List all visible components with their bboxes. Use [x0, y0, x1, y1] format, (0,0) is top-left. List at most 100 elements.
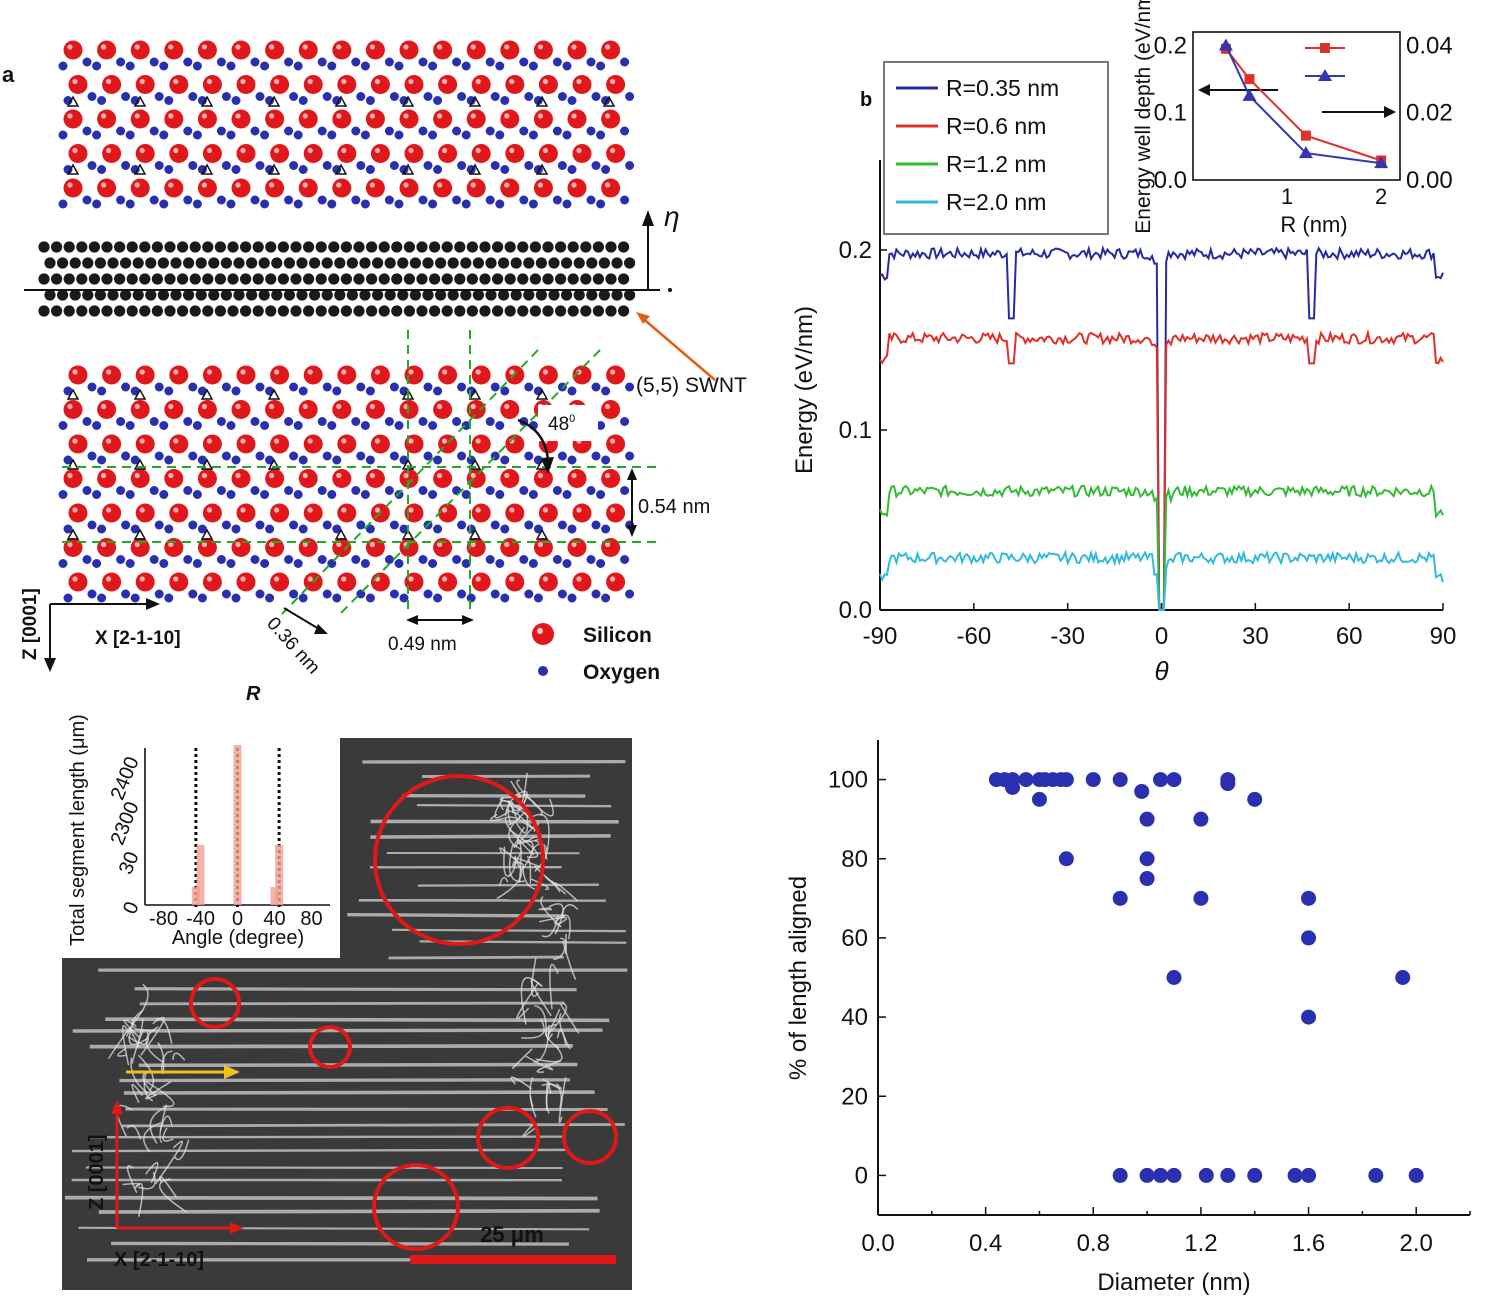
- b-legend-label: R=0.35 nm: [946, 75, 1059, 101]
- b-y-tick-label: 0.0: [839, 597, 872, 624]
- site-marker: [267, 163, 281, 175]
- catalyst-tangle: [512, 1048, 533, 1069]
- silicon-highlight: [106, 147, 112, 154]
- oxygen-atom: [255, 451, 265, 461]
- scatter-point: [1153, 1167, 1169, 1183]
- silicon-highlight: [168, 403, 174, 410]
- silicon-atom: [332, 109, 352, 129]
- silicon-highlight: [106, 438, 112, 444]
- silicon-highlight: [437, 113, 443, 119]
- silicon-atom: [303, 365, 323, 385]
- nanotube-segment: [88, 1135, 566, 1139]
- carbon-atom: [332, 256, 347, 270]
- catalyst-tangle: [538, 907, 553, 911]
- silicon-atom: [433, 109, 453, 129]
- catalyst-tangle: [562, 940, 577, 980]
- silicon-atom: [298, 400, 318, 419]
- oxygen-atom: [63, 593, 73, 603]
- carbon-atom: [566, 272, 580, 286]
- d-y-tick-label: 0: [855, 1162, 868, 1189]
- silicon-atom: [270, 75, 290, 94]
- carbon-atom: [100, 272, 114, 286]
- silicon-atom: [399, 109, 419, 129]
- carbon-atom: [201, 272, 215, 286]
- carbon-atom: [244, 256, 259, 270]
- oxygen-atom: [601, 455, 611, 465]
- silicon-highlight: [206, 147, 212, 154]
- oxygen-atom: [183, 195, 193, 205]
- oxygen-atom: [125, 421, 135, 430]
- silicon-atom: [169, 144, 189, 163]
- oxygen-atom: [87, 382, 97, 392]
- silicon-atom: [265, 109, 285, 129]
- oxygen-atom: [586, 195, 596, 205]
- carbon-atom: [163, 272, 177, 286]
- oxygen-atom: [284, 555, 294, 564]
- oxygen-atom: [586, 126, 596, 136]
- silicon-highlight: [571, 472, 577, 479]
- silicon-atom: [606, 75, 626, 94]
- silicon-atom: [332, 178, 352, 198]
- oxygen-atom: [293, 559, 303, 568]
- silicon-highlight: [403, 472, 409, 479]
- carbon-atom: [352, 240, 366, 254]
- silicon-highlight: [475, 78, 481, 85]
- b-legend-label: R=0.6 nm: [946, 113, 1046, 139]
- site-marker: [66, 528, 80, 540]
- carbon-atom: [276, 240, 291, 254]
- catalyst-tangle: [522, 865, 536, 890]
- carbon-atom: [93, 256, 108, 270]
- silicon-highlight: [240, 147, 246, 154]
- carbon-atom: [263, 304, 278, 318]
- oxygen-atom: [428, 130, 438, 140]
- scatter-point: [1153, 772, 1169, 788]
- oxygen-atom: [485, 417, 495, 426]
- silicon-highlight: [206, 369, 212, 375]
- carbon-atom: [452, 240, 467, 254]
- oxygen-atom: [265, 165, 275, 174]
- silicon-atom: [567, 178, 587, 198]
- silicon-atom: [303, 144, 323, 163]
- site-marker: [133, 95, 147, 107]
- silicon-highlight: [576, 147, 582, 154]
- silicon-atom: [466, 178, 486, 198]
- highlight-circle: [308, 1025, 352, 1069]
- c-x-axis-head: [230, 1222, 244, 1234]
- oxygen-atom: [125, 199, 135, 209]
- catalyst-tangle: [149, 1106, 167, 1144]
- oxygen-atom: [298, 165, 308, 174]
- silicon-atom: [97, 109, 117, 129]
- silicon-atom: [538, 572, 558, 592]
- panel-a-lattice: [37, 40, 660, 615]
- carbon-atom: [364, 272, 379, 286]
- c-inset-y-tick: 0: [119, 899, 144, 918]
- oxygen-atom: [255, 589, 265, 599]
- panel-c-sem-image: 25 μm Z [0001] X [2-1-10]: [62, 738, 632, 1290]
- oxygen-atom: [485, 555, 495, 564]
- site-marker: [200, 388, 214, 400]
- silicon-atom: [231, 109, 251, 129]
- oxygen-atom: [500, 96, 510, 105]
- oxygen-atom: [562, 199, 572, 209]
- oxygen-atom: [226, 421, 236, 430]
- silicon-highlight: [374, 369, 380, 375]
- scatter-point: [1193, 890, 1209, 906]
- c-inset-dotted-bar: [194, 760, 198, 763]
- oxygen-atom: [495, 199, 505, 209]
- silicon-highlight: [139, 438, 145, 444]
- oxygen-atom: [351, 126, 361, 136]
- oxygen-atom: [322, 451, 332, 461]
- carbon-atom: [521, 256, 536, 270]
- silicon-highlight: [470, 44, 476, 50]
- highlight-circle: [373, 774, 545, 946]
- guide-line-diagonal-1: [281, 349, 539, 615]
- site-marker: [267, 388, 281, 400]
- silicon-highlight: [302, 403, 308, 410]
- oxygen-atom: [192, 490, 202, 499]
- site-marker: [200, 95, 214, 107]
- oxygen-atom: [332, 455, 342, 465]
- site-marker: [535, 95, 549, 107]
- nanotube-segment: [370, 834, 611, 839]
- oxygen-atom: [221, 161, 231, 170]
- silicon-atom: [433, 400, 453, 419]
